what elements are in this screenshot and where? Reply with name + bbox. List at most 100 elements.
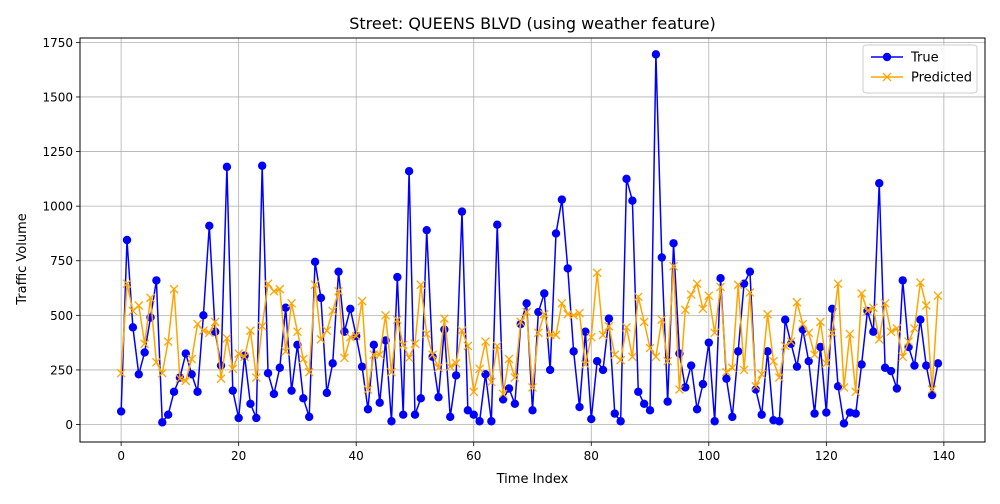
series-true-point xyxy=(933,359,943,368)
x-tick-label: 40 xyxy=(349,449,364,463)
series-true-point xyxy=(128,323,138,332)
series-predicted-point xyxy=(674,385,684,395)
series-predicted-point xyxy=(287,298,297,308)
series-predicted-point xyxy=(768,356,778,366)
series-predicted-point xyxy=(134,301,144,310)
x-tick-label: 60 xyxy=(466,449,481,463)
series-layer xyxy=(116,50,943,428)
series-true-point xyxy=(310,257,320,267)
series-true-point xyxy=(604,314,614,323)
series-true-point xyxy=(287,386,296,395)
series-true-point xyxy=(922,361,931,370)
series-predicted-point xyxy=(557,298,567,308)
legend: True Predicted xyxy=(862,44,978,94)
series-predicted-point xyxy=(251,373,261,383)
series-true-point xyxy=(222,162,232,172)
series-predicted-point xyxy=(704,291,714,301)
series-true-point xyxy=(328,359,337,368)
series-true-point xyxy=(158,418,167,427)
y-tick-label: 1000 xyxy=(42,200,73,214)
series-predicted-point xyxy=(498,389,508,399)
series-predicted-point xyxy=(316,334,326,344)
series-predicted-point xyxy=(657,315,667,325)
series-predicted-point xyxy=(698,304,708,314)
series-predicted-point xyxy=(281,346,291,356)
series-true-point xyxy=(334,267,343,276)
y-tick-label: 1500 xyxy=(42,90,73,104)
series-predicted-point xyxy=(798,319,808,329)
x-tick-label: 100 xyxy=(697,449,720,463)
series-predicted-point xyxy=(622,322,631,332)
series-predicted-point xyxy=(680,305,690,315)
series-true-point xyxy=(528,406,537,415)
legend-true-marker xyxy=(882,52,892,62)
series-predicted-point xyxy=(422,329,432,339)
axes: 0 20 40 60 80 100 120 140 0 250 500 750 1000 1250 1500… xyxy=(42,36,955,463)
series-true-point xyxy=(728,412,737,422)
series-predicted-point xyxy=(263,279,273,289)
series-predicted-point xyxy=(140,339,150,349)
series-predicted-point xyxy=(304,367,314,377)
series-true-point xyxy=(598,365,608,375)
x-tick-label: 140 xyxy=(932,449,955,463)
series-true-point xyxy=(875,179,884,188)
series-predicted-point xyxy=(410,339,420,349)
series-predicted-point xyxy=(528,382,537,392)
series-true-point xyxy=(487,417,496,426)
series-predicted-point xyxy=(933,291,943,301)
series-predicted-point xyxy=(175,374,185,384)
series-true-point xyxy=(587,414,596,424)
series-predicted-point xyxy=(633,292,643,302)
series-true-point xyxy=(775,417,784,426)
series-predicted-point xyxy=(663,356,673,366)
series-predicted-point xyxy=(716,282,726,292)
series-predicted-point xyxy=(763,309,773,319)
series-true-point xyxy=(252,413,261,423)
series-true-point xyxy=(681,383,690,392)
series-true-point xyxy=(810,409,819,418)
series-true-point xyxy=(657,253,666,262)
series-true-point xyxy=(716,274,725,283)
series-true-point xyxy=(163,410,173,419)
series-predicted-point xyxy=(727,363,737,373)
series-predicted-point xyxy=(428,350,438,360)
series-predicted-point xyxy=(569,310,579,320)
series-predicted-point xyxy=(857,289,867,298)
series-true-point xyxy=(751,385,761,394)
series-true-point xyxy=(493,220,502,229)
series-predicted-point xyxy=(827,328,837,338)
series-true-point xyxy=(234,413,243,423)
series-true-point xyxy=(663,397,672,406)
series-predicted-point xyxy=(845,329,855,339)
series-predicted-point xyxy=(375,350,385,360)
series-true-point xyxy=(469,410,478,419)
series-predicted-point xyxy=(868,303,878,313)
series-true-point xyxy=(416,394,426,403)
series-true-point xyxy=(322,388,332,398)
series-predicted-point xyxy=(351,331,361,341)
series-predicted-point xyxy=(739,365,749,375)
series-true-point xyxy=(205,221,214,231)
series-true-point xyxy=(892,384,902,393)
series-predicted-point xyxy=(357,296,367,306)
series-predicted-point xyxy=(592,268,602,278)
series-true-point xyxy=(451,371,461,380)
plot-area-frame xyxy=(79,37,986,443)
series-predicted-point xyxy=(328,306,338,316)
series-predicted-point xyxy=(240,352,250,362)
series-true-point xyxy=(757,410,766,419)
series-predicted-point xyxy=(245,326,255,336)
series-true-point xyxy=(792,362,802,371)
series-true-point xyxy=(739,279,749,288)
series-true-point xyxy=(193,387,202,396)
series-predicted-point xyxy=(439,314,449,324)
series-true-point xyxy=(628,196,637,205)
series-true-point xyxy=(510,399,520,408)
legend-true-label: True xyxy=(910,51,939,66)
series-predicted-point xyxy=(475,364,485,374)
series-true-point xyxy=(399,410,408,419)
series-true-point xyxy=(404,167,414,176)
series-true-point xyxy=(169,387,179,396)
series-predicted-point xyxy=(457,326,467,336)
series-true-point xyxy=(422,225,431,235)
